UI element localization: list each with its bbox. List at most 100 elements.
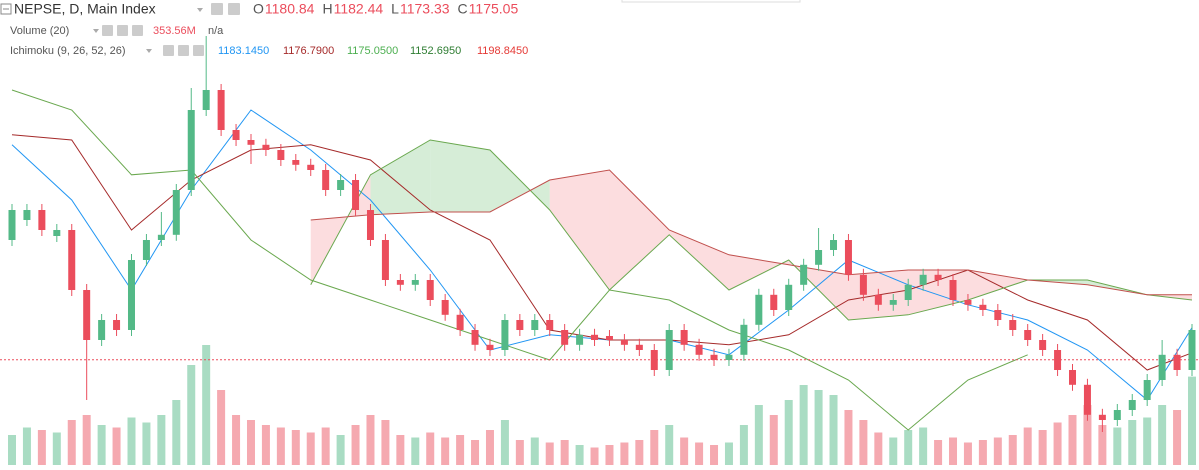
close-icon[interactable] <box>228 3 240 15</box>
volume-bar <box>605 445 614 465</box>
candle-body <box>800 264 808 285</box>
volume-bar <box>22 427 31 465</box>
settings-icon[interactable] <box>178 45 189 56</box>
candle-body <box>1143 380 1151 400</box>
volume-bar <box>217 390 226 465</box>
volume-bar <box>1113 427 1122 465</box>
volume-bar <box>351 425 360 465</box>
candle-body <box>247 140 255 145</box>
cloud <box>549 170 610 290</box>
candle-body <box>501 320 509 350</box>
volume-bar <box>829 395 838 465</box>
candle-body <box>202 90 210 110</box>
volume-bar <box>739 425 748 465</box>
candle-body <box>53 230 61 236</box>
candle-body <box>949 280 957 300</box>
volume-bar <box>426 432 435 465</box>
candle-body <box>307 164 315 170</box>
close-icon[interactable] <box>193 45 204 56</box>
candle-body <box>1173 354 1181 370</box>
candle-body <box>456 314 464 330</box>
volume-bar <box>142 422 151 465</box>
volume-bar <box>157 415 166 465</box>
volume-value: 353.56M <box>153 25 196 37</box>
candle-body <box>1069 370 1077 385</box>
settings-icon[interactable] <box>211 3 223 15</box>
ichimoku-value: 1152.6950 <box>410 45 461 57</box>
volume-bar <box>754 405 763 465</box>
volume-bar <box>276 427 285 465</box>
dropdown-arrow[interactable] <box>146 49 152 53</box>
volume-bar <box>306 432 315 465</box>
candle-body <box>994 310 1002 320</box>
volume-bar <box>396 435 405 465</box>
settings-icon[interactable] <box>117 25 128 36</box>
ohlc-label: L <box>391 1 399 17</box>
volume-bar <box>799 385 808 465</box>
volume-bar <box>993 437 1002 465</box>
candle-body <box>1188 330 1196 370</box>
volume-bar <box>919 427 928 465</box>
candle-body <box>38 210 46 230</box>
dropdown-arrow[interactable] <box>197 8 203 12</box>
candle-body <box>546 320 554 330</box>
candle-body <box>635 344 643 350</box>
volume-bar <box>515 440 524 465</box>
candle-body <box>830 240 838 250</box>
volume-bar <box>620 442 629 465</box>
volume-bar <box>710 445 719 465</box>
volume-bar <box>500 420 509 465</box>
candle-body <box>531 320 539 330</box>
ohlc-value: 1173.33 <box>400 1 450 17</box>
ohlc-value: 1175.05 <box>469 1 519 17</box>
volume-bar <box>1098 425 1107 465</box>
dropdown-arrow[interactable] <box>93 29 99 33</box>
volume-bar <box>202 345 211 465</box>
symbol-title: NEPSE, D, Main Index <box>14 1 156 17</box>
volume-bar <box>187 365 196 465</box>
volume-value: n/a <box>208 25 224 37</box>
volume-bar <box>321 427 330 465</box>
indicator-line <box>11 89 1028 431</box>
candle-body <box>889 300 897 305</box>
candle-body <box>665 330 673 370</box>
plot <box>0 36 1199 465</box>
volume-bar <box>67 420 76 465</box>
settings-icon[interactable] <box>102 25 113 36</box>
close-icon[interactable] <box>132 25 143 36</box>
candle-body <box>1054 350 1062 370</box>
volume-bar <box>336 435 345 465</box>
candle-body <box>561 330 569 345</box>
volume-bar <box>291 430 300 465</box>
volume-bar <box>560 440 569 465</box>
volume-bar <box>1053 422 1062 465</box>
volume-bar <box>949 437 958 465</box>
candle-body <box>919 274 927 285</box>
cloud <box>370 140 431 215</box>
candle-body <box>859 274 867 295</box>
volume-bar <box>127 417 136 465</box>
volume-bar <box>650 430 659 465</box>
collapse-icon[interactable] <box>0 3 12 15</box>
ichimoku-value: 1175.0500 <box>347 45 398 57</box>
candle-body <box>650 350 658 370</box>
candle-body <box>1158 354 1166 380</box>
candle-body <box>1024 330 1032 340</box>
volume-bar <box>456 435 465 465</box>
volume-bar <box>545 442 554 465</box>
settings-icon[interactable] <box>163 45 174 56</box>
candle-body <box>620 340 628 345</box>
volume-bar <box>680 437 689 465</box>
volume-bar <box>874 432 883 465</box>
volume-bar <box>1158 405 1167 465</box>
candle-body <box>441 300 449 315</box>
candle-body <box>157 234 165 240</box>
candle-body <box>232 130 240 140</box>
candle-body <box>366 210 374 240</box>
candle-body <box>68 230 76 290</box>
volume-bar <box>232 415 241 465</box>
candle-body <box>292 160 300 165</box>
volume-bar <box>724 442 733 465</box>
volume-bar <box>590 447 599 465</box>
candle-body <box>770 294 778 310</box>
